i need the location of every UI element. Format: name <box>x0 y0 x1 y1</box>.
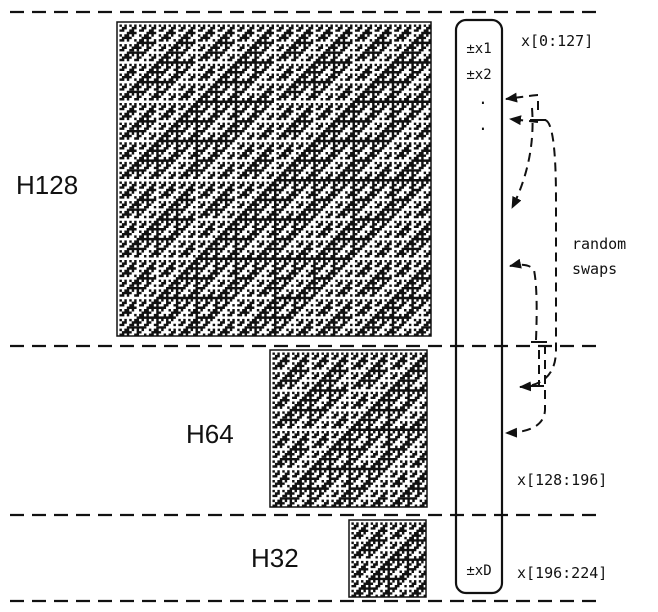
range-label-middle: x[128:196] <box>517 471 607 489</box>
swap-arrow-6 <box>505 345 546 438</box>
swap-arrow-2 <box>505 92 539 110</box>
label-h128: H128 <box>16 170 78 200</box>
matrix-h128-border <box>116 21 432 337</box>
vector-entry-1: ±x1 <box>466 41 491 57</box>
matrix-h32-cells <box>351 522 427 597</box>
range-label-bottom: x[196:224] <box>517 564 607 582</box>
label-h64: H64 <box>186 419 234 449</box>
hadamard-matrix-h32 <box>348 519 427 598</box>
vector-entry-2: ±x2 <box>466 67 491 83</box>
vector-ellipsis-dot-2: . <box>478 115 488 134</box>
vector-entry-last: ±xD <box>466 563 491 579</box>
annotation-swaps: swaps <box>572 260 617 278</box>
matrix-h128-cells <box>119 24 432 336</box>
matrix-h32-border <box>348 519 427 598</box>
swap-arrow-4 <box>509 115 539 126</box>
label-h32: H32 <box>251 543 299 573</box>
hadamard-matrix-h64 <box>269 349 428 508</box>
input-vector-column <box>454 18 504 595</box>
swap-arrow-1 <box>511 107 534 209</box>
matrix-h64-border <box>269 349 428 508</box>
hadamard-matrix-h128 <box>116 21 432 337</box>
annotation-random: random <box>572 235 626 253</box>
matrix-h64-cells <box>272 352 428 507</box>
swap-arrow-5 <box>509 258 538 341</box>
vector-ellipsis-dot-1: . <box>478 89 488 108</box>
range-label-top: x[0:127] <box>521 32 593 50</box>
